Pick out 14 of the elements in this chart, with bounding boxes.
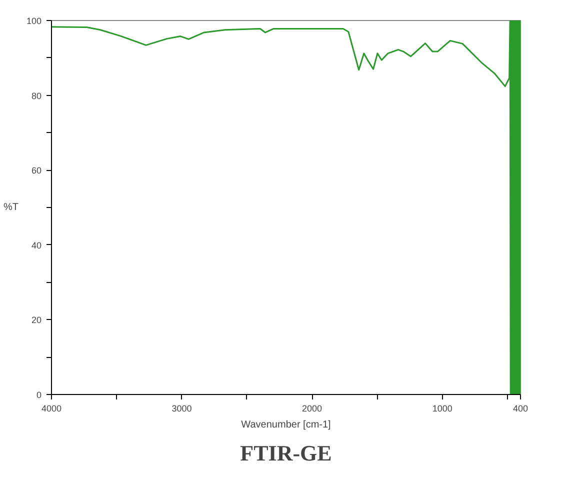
y-tick-label: 60 xyxy=(31,166,42,176)
y-tick-label: 40 xyxy=(31,240,42,250)
x-tick-label: 400 xyxy=(512,404,528,414)
y-tick-label: 0 xyxy=(36,390,42,400)
y-tick-label: 100 xyxy=(26,16,42,26)
x-tick-label: 2000 xyxy=(302,404,322,414)
x-axis-title: Wavenumber [cm-1] xyxy=(241,420,332,430)
y-tick-label: 80 xyxy=(31,90,42,101)
y-tick-label: 20 xyxy=(31,315,42,326)
x-tick-label: 4000 xyxy=(41,404,62,414)
x-tick-label: 3000 xyxy=(172,404,192,414)
y-axis-title: %T xyxy=(3,202,18,213)
x-tick-label: 1000 xyxy=(432,404,452,414)
text: FTIR-GE xyxy=(240,440,332,466)
